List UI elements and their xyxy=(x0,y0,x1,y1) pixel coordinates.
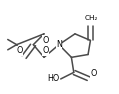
Text: O: O xyxy=(16,46,23,55)
Text: O: O xyxy=(42,36,48,45)
Text: HO: HO xyxy=(47,74,60,83)
Text: CH₂: CH₂ xyxy=(84,15,98,21)
Text: O: O xyxy=(90,69,97,78)
Text: O: O xyxy=(42,46,48,55)
Text: N: N xyxy=(56,40,62,49)
